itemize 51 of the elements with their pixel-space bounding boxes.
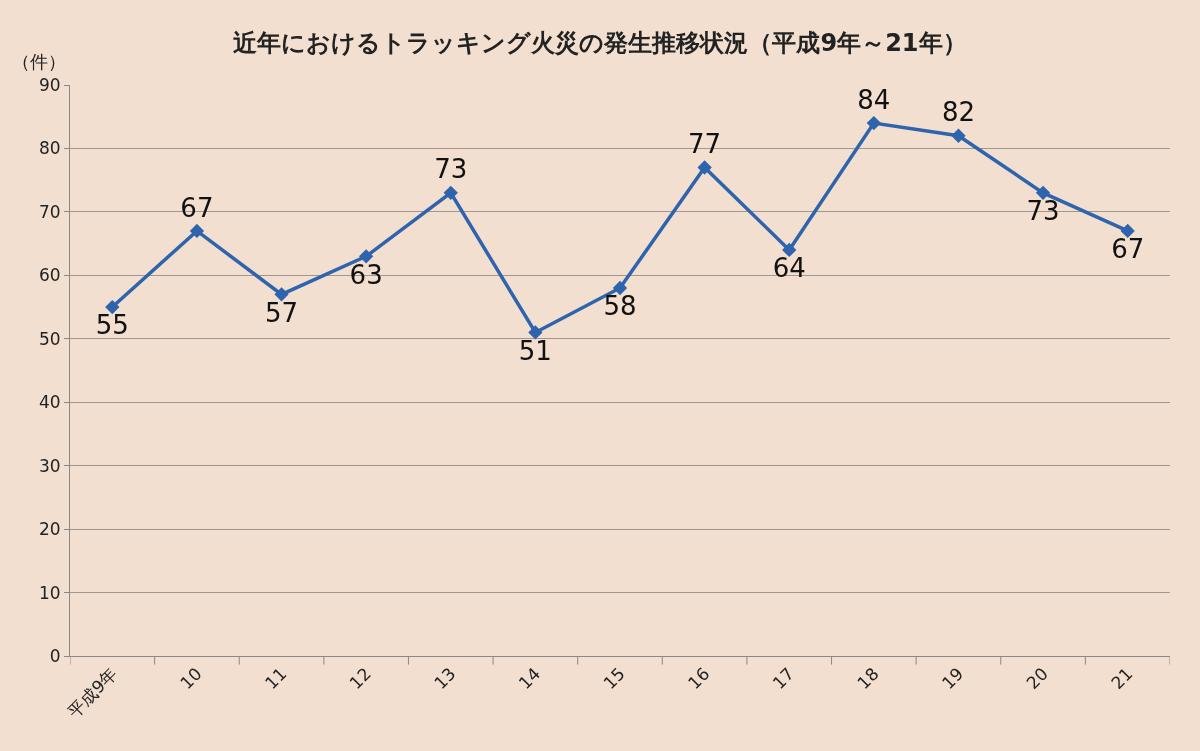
y-tick-label: 70 (38, 201, 61, 222)
y-axis-title: （件） (12, 51, 66, 72)
data-label: 58 (603, 291, 637, 322)
data-label: 73 (434, 154, 468, 185)
data-label: 63 (349, 259, 383, 290)
x-tick-label: 11 (260, 663, 291, 694)
data-label: 84 (857, 84, 891, 115)
point (1120, 223, 1135, 239)
y-tick-label: 50 (38, 328, 61, 349)
point (782, 242, 797, 258)
point (866, 115, 881, 131)
data-label: 51 (518, 335, 552, 366)
point (105, 299, 120, 315)
point (697, 160, 712, 175)
y-tick-label: 60 (38, 265, 61, 286)
data-label: 64 (772, 253, 806, 284)
x-tick-label: 21 (1107, 663, 1137, 694)
point (359, 249, 374, 264)
chart-title: 近年におけるトラッキング火災の発生推移状況（平成9年～21年） (233, 28, 967, 57)
point (528, 325, 543, 340)
data-label: 67 (180, 192, 214, 223)
y-tick-label: 0 (49, 645, 61, 666)
data-label: 57 (264, 297, 299, 328)
y-tick-label: 40 (38, 392, 61, 413)
y-tick-label: 80 (38, 138, 61, 159)
data-label: 73 (1026, 196, 1060, 227)
point (274, 287, 289, 302)
data-label: 55 (95, 310, 129, 341)
x-tick-label: 20 (1022, 663, 1052, 694)
x-tick-label: 19 (937, 663, 968, 694)
point (612, 280, 628, 296)
x-tick-label: 18 (853, 663, 883, 694)
point (1035, 185, 1051, 201)
point (189, 223, 205, 239)
data-label: 77 (688, 129, 722, 160)
point (951, 128, 966, 143)
data-label: 67 (1111, 234, 1145, 265)
data-label: 82 (941, 97, 976, 128)
y-tick-label: 20 (38, 519, 61, 540)
x-tick-label: 17 (768, 663, 799, 694)
x-tick-label: 平成9年 (63, 663, 122, 722)
x-tick-label: 14 (514, 663, 545, 694)
x-tick-label: 15 (599, 663, 629, 694)
x-tick-label: 13 (430, 663, 460, 694)
y-tick-label: 30 (38, 455, 61, 476)
x-tick-label: 12 (345, 663, 375, 694)
y-tick-label: 90 (38, 74, 61, 95)
point (443, 185, 458, 201)
y-tick-label: 10 (38, 582, 61, 603)
x-tick-label: 16 (684, 663, 714, 694)
x-tick-label: 10 (176, 663, 206, 694)
